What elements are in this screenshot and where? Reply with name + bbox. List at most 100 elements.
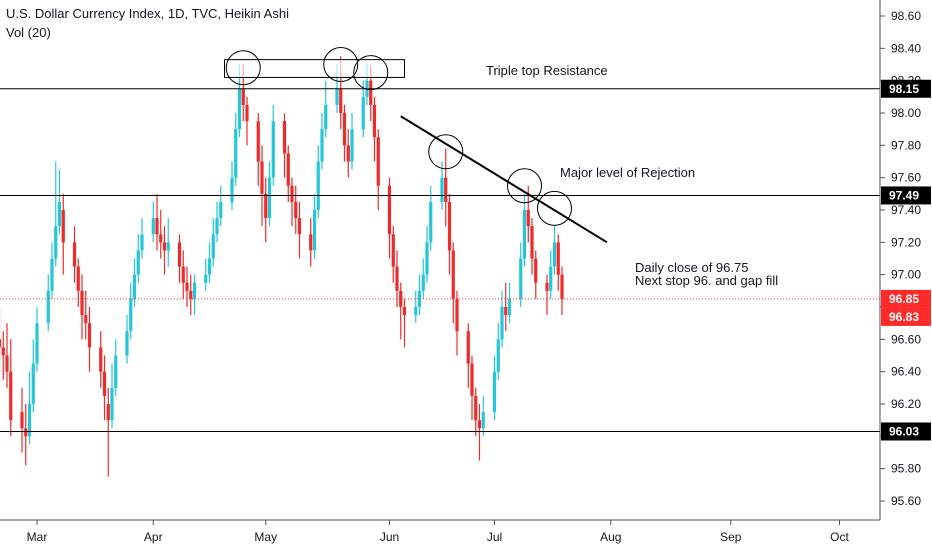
candle [492, 355, 497, 421]
candle [440, 161, 444, 210]
candle-body [125, 331, 129, 356]
candle-body [320, 129, 324, 162]
candle [106, 387, 110, 477]
candle-body [361, 96, 365, 130]
x-tick-label: Oct [830, 530, 849, 544]
candle [155, 193, 159, 251]
candle-body [560, 274, 564, 299]
candle-body [500, 307, 504, 340]
candle-body [87, 323, 92, 348]
candle [215, 201, 219, 243]
candle-body [519, 258, 523, 299]
candle [519, 242, 523, 307]
candle [177, 234, 182, 283]
candle [350, 113, 354, 170]
candle-body [267, 177, 272, 219]
candle [0, 307, 2, 372]
annotation-circle [323, 47, 359, 82]
candle [421, 258, 425, 299]
candle [125, 315, 129, 364]
candle-body [99, 347, 103, 372]
candle-body [481, 412, 485, 429]
resistance-box [224, 59, 405, 78]
candle-body [339, 88, 343, 113]
candle-body [20, 412, 24, 429]
candle [477, 404, 482, 461]
candle [399, 282, 403, 340]
candle-body [215, 218, 219, 235]
candle [470, 355, 474, 421]
candle [447, 193, 452, 275]
level-price-tag: 97.49 [881, 186, 931, 205]
candle [290, 177, 294, 227]
candle-body [35, 323, 39, 364]
candle-body [526, 210, 530, 227]
y-tick-label: 96.20 [891, 397, 921, 411]
candle-body [106, 404, 110, 421]
candle-body [31, 363, 35, 404]
candle [230, 161, 234, 210]
candle [466, 323, 470, 388]
candle-body [290, 185, 294, 202]
candle-body [429, 201, 433, 243]
candle [451, 242, 455, 324]
y-tick-label: 97.80 [891, 138, 921, 152]
annotation-circle [507, 168, 542, 204]
candle [530, 218, 534, 275]
candle [391, 226, 395, 283]
candle [87, 307, 92, 372]
candle [57, 169, 62, 235]
candle [162, 226, 167, 275]
candle [204, 258, 208, 291]
current-price-tag-text: 96.85 [889, 292, 919, 306]
candle-body [264, 193, 268, 219]
candle-body [192, 282, 197, 299]
candle-body [421, 274, 425, 291]
candle-body [241, 88, 245, 105]
y-tick-label: 98.60 [891, 9, 921, 23]
volume-indicator-label[interactable]: Vol (20) [6, 25, 51, 40]
level-price-tag-text: 96.03 [889, 424, 919, 438]
candle [346, 129, 350, 178]
candle [46, 274, 50, 332]
candle [76, 258, 80, 307]
candle [110, 363, 114, 429]
candle [35, 307, 39, 372]
candle [534, 250, 538, 299]
y-tick-label: 96.60 [891, 332, 921, 346]
x-tick-label: Jun [380, 530, 399, 544]
candle-body [376, 137, 380, 186]
candle-body [219, 201, 223, 219]
y-tick-label: 97.20 [891, 235, 921, 249]
candle-body [181, 266, 185, 283]
candle [549, 250, 553, 299]
x-tick-label: Apr [144, 530, 163, 544]
candle-body [204, 274, 208, 283]
candle-body [309, 234, 313, 251]
candle [387, 177, 392, 259]
y-tick-label: 97.00 [891, 268, 921, 282]
candle [211, 218, 215, 267]
x-tick-label: May [254, 530, 277, 544]
candle-body [24, 428, 28, 437]
y-tick-label: 98.40 [891, 41, 921, 55]
candle-body [297, 218, 302, 235]
candle [342, 104, 347, 162]
candle-body [545, 282, 549, 291]
candle-body [372, 104, 377, 138]
candle-body [552, 242, 557, 267]
y-tick-label: 98.00 [891, 106, 921, 120]
candle-body [474, 395, 478, 421]
candle-body [185, 282, 189, 291]
candle-body [507, 298, 512, 316]
candle-body [237, 88, 242, 130]
candle-body [342, 113, 347, 146]
candle [552, 226, 557, 275]
candle [140, 218, 144, 259]
candle [159, 210, 163, 259]
candle-body [444, 177, 448, 202]
price-tag-secondary-text: 96.83 [889, 310, 919, 324]
candle-body [57, 201, 62, 227]
candle [5, 323, 9, 388]
